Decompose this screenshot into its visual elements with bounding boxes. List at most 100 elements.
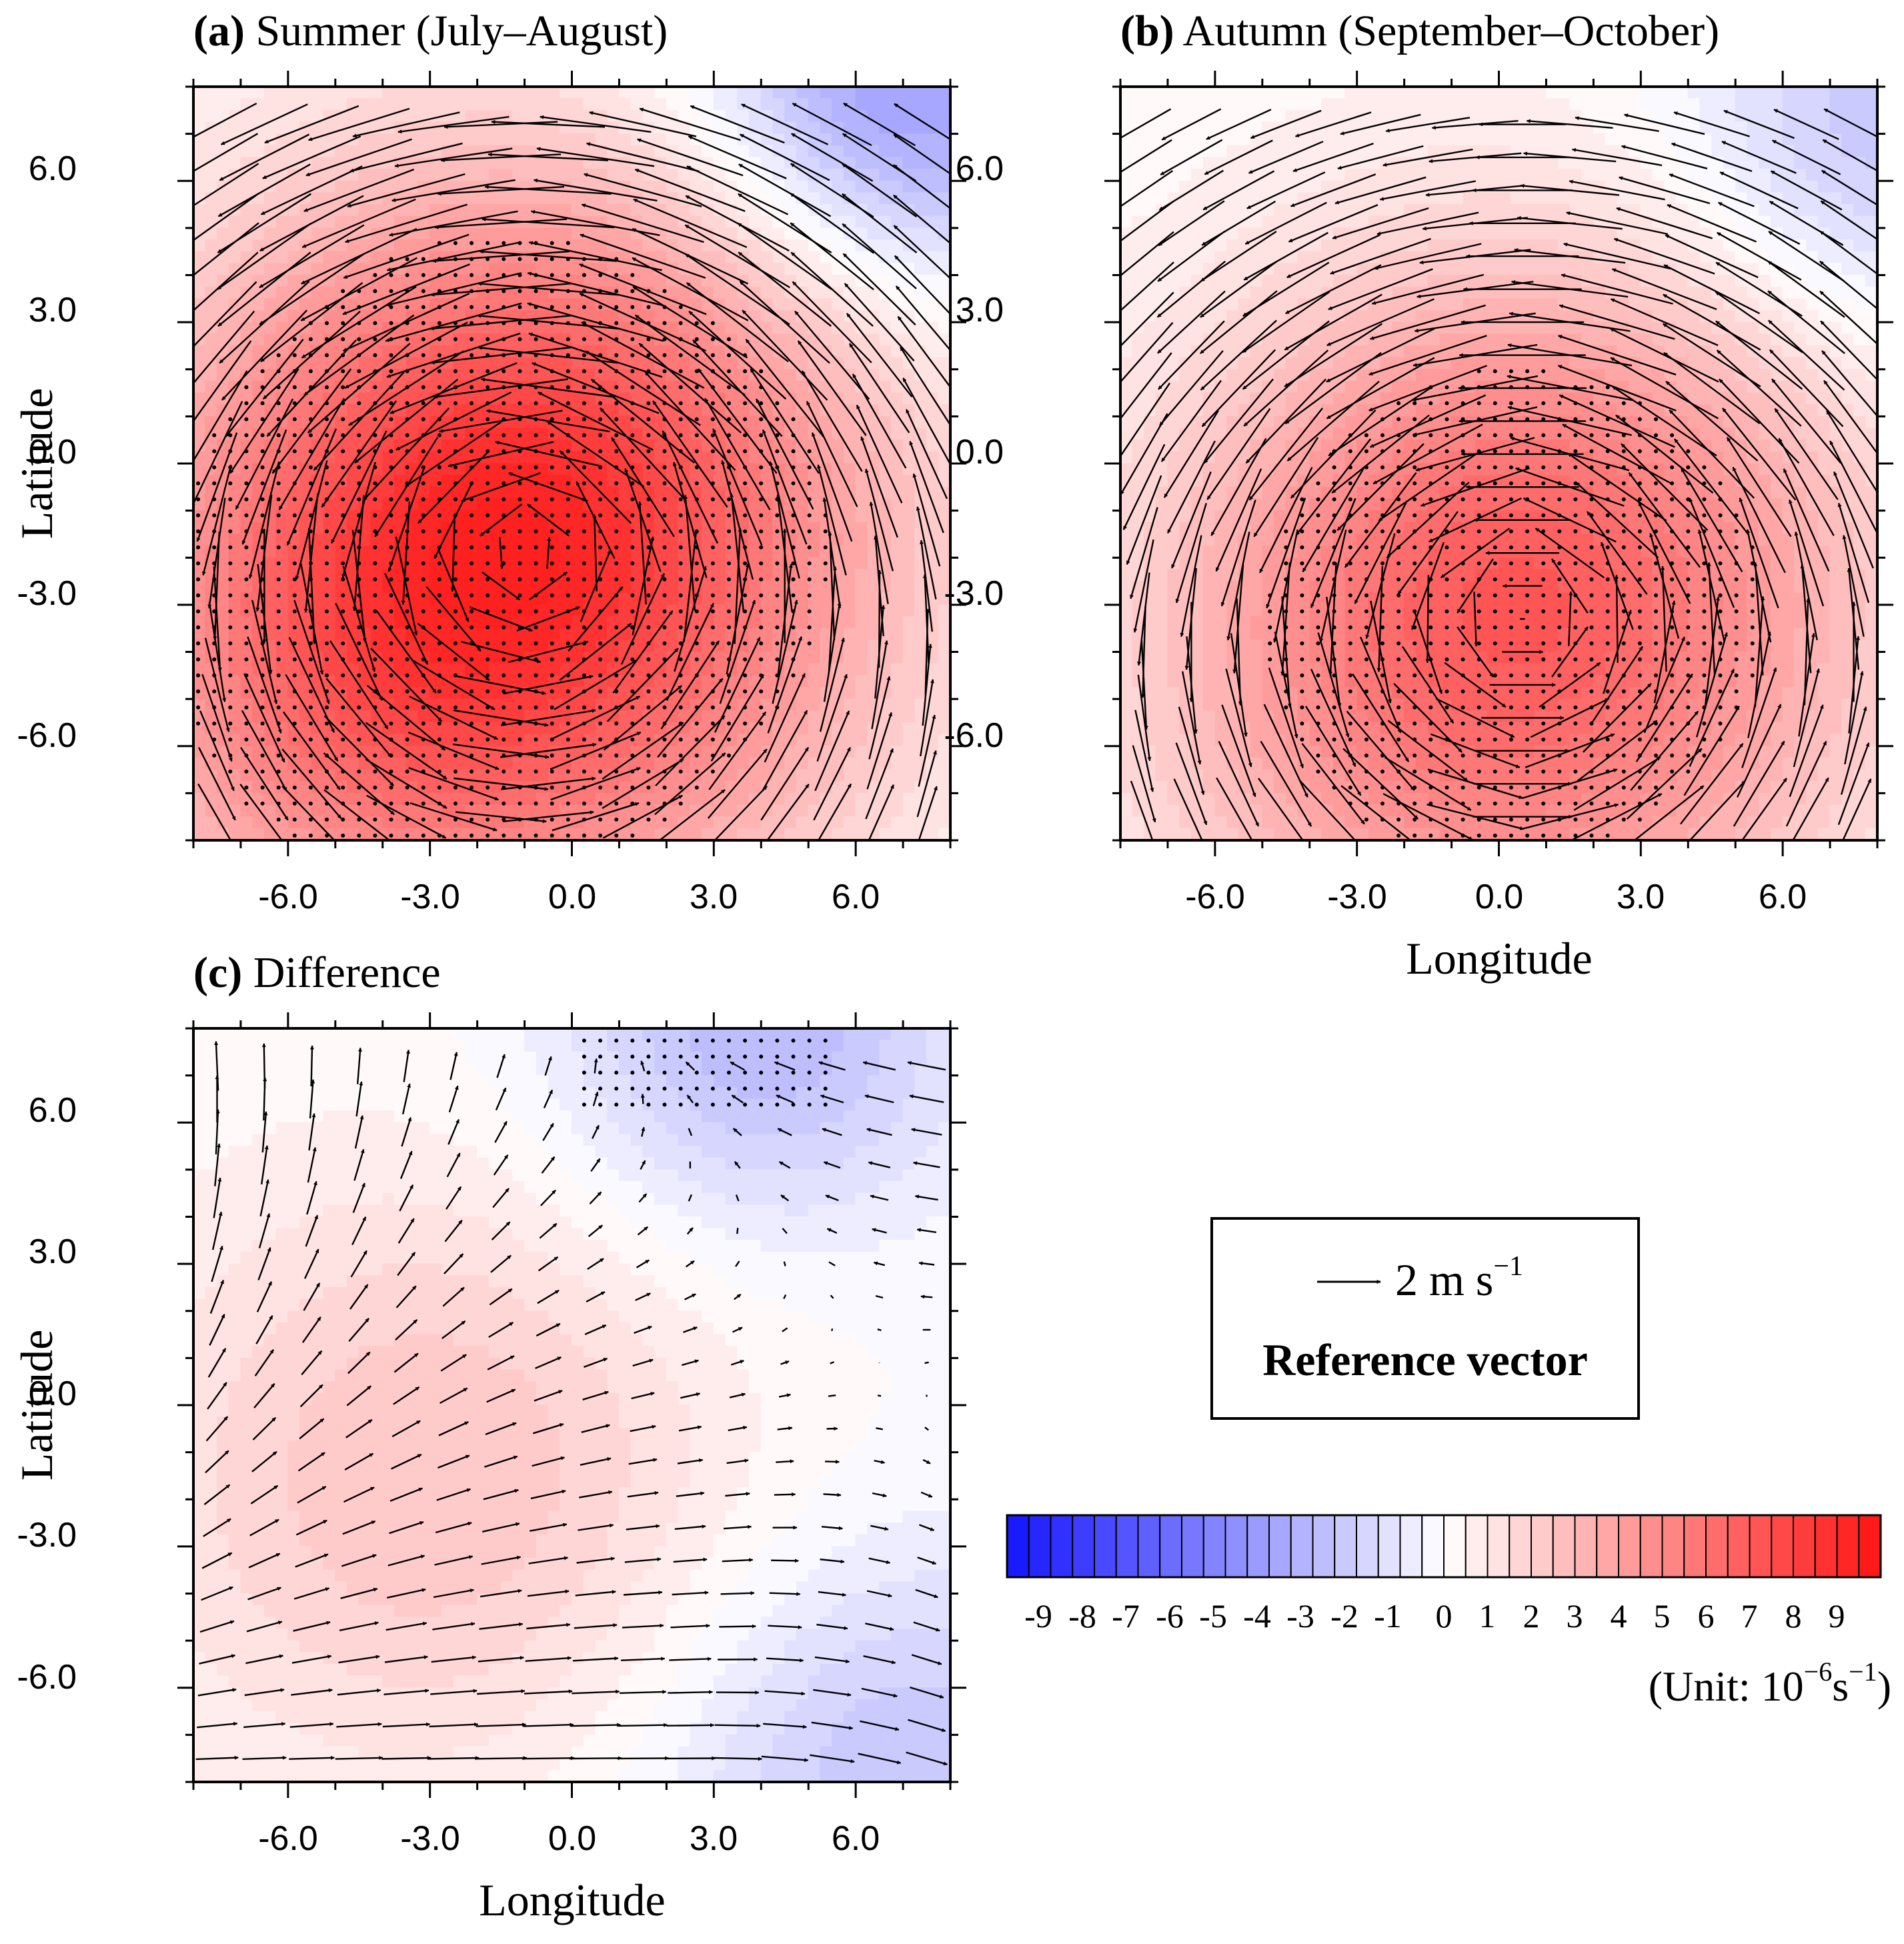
contour-cell xyxy=(702,98,714,111)
contour-cell xyxy=(347,109,359,123)
contour-cell xyxy=(358,734,371,747)
stipple-dot xyxy=(389,545,393,550)
contour-cell xyxy=(867,87,880,99)
contour-cell xyxy=(405,333,419,346)
contour-cell xyxy=(536,369,549,381)
contour-cell xyxy=(347,616,359,629)
contour-cell xyxy=(914,663,928,676)
stipple-dot xyxy=(260,721,265,726)
contour-cell xyxy=(536,427,549,441)
contour-cell xyxy=(548,133,561,146)
contour-cell xyxy=(938,616,950,629)
stipple-dot xyxy=(373,577,377,582)
contour-cell xyxy=(347,628,359,641)
contour-cell xyxy=(358,781,371,794)
stipple-dot xyxy=(486,337,490,341)
contour-cell xyxy=(193,227,206,241)
contour-cell xyxy=(393,415,407,429)
stipple-dot xyxy=(244,593,249,598)
contour-cell xyxy=(205,263,217,275)
contour-cell xyxy=(287,746,301,758)
contour-cell xyxy=(347,663,359,676)
contour-cell xyxy=(275,675,289,688)
stipple-dot xyxy=(550,769,554,774)
contour-cell xyxy=(477,204,490,217)
contour-cell xyxy=(193,192,206,205)
contour-cell xyxy=(358,121,371,135)
contour-cell xyxy=(216,215,229,229)
stipple-dot xyxy=(244,769,249,774)
contour-cell xyxy=(702,534,714,547)
stipple-dot xyxy=(502,529,506,534)
contour-cell xyxy=(287,180,301,193)
contour-cell xyxy=(796,581,809,594)
stipple-dot xyxy=(453,689,457,694)
stipple-dot xyxy=(598,497,603,502)
contour-cell xyxy=(299,557,312,570)
contour-cell xyxy=(405,569,419,582)
stipple-dot xyxy=(614,817,619,822)
contour-cell xyxy=(193,769,206,782)
stipple-dot xyxy=(341,625,345,630)
contour-cell xyxy=(488,157,502,170)
contour-cell xyxy=(370,286,383,299)
contour-cell xyxy=(252,227,265,241)
contour-cell xyxy=(228,710,241,723)
contour-cell xyxy=(216,557,229,570)
contour-cell xyxy=(358,427,371,441)
contour-cell xyxy=(263,263,277,275)
contour-cell xyxy=(914,604,928,618)
stipple-dot xyxy=(212,721,217,726)
contour-cell xyxy=(370,157,383,170)
stipple-dot xyxy=(325,673,329,678)
contour-cell xyxy=(287,215,301,229)
contour-cell xyxy=(287,275,301,287)
stipple-dot xyxy=(614,753,619,758)
contour-cell xyxy=(784,686,797,700)
stipple-dot xyxy=(405,433,409,437)
contour-cell xyxy=(772,298,786,311)
stipple-dot xyxy=(373,673,377,678)
contour-cell xyxy=(488,663,502,676)
contour-cell xyxy=(713,510,726,523)
contour-cell xyxy=(393,392,407,405)
stipple-dot xyxy=(486,833,490,838)
contour-cell xyxy=(263,345,277,358)
contour-cell xyxy=(488,475,502,488)
contour-cell xyxy=(618,581,632,594)
contour-cell xyxy=(855,757,868,770)
contour-cell xyxy=(890,109,904,123)
contour-cell xyxy=(843,604,856,618)
contour-cell xyxy=(607,309,620,323)
stipple-dot xyxy=(437,433,441,437)
stipple-dot xyxy=(405,465,409,469)
stipple-dot xyxy=(405,673,409,678)
stipple-dot xyxy=(550,529,554,534)
contour-cell xyxy=(713,498,726,512)
contour-cell xyxy=(843,816,856,829)
stipple-dot xyxy=(518,561,522,566)
contour-cell xyxy=(311,286,324,299)
contour-cell xyxy=(855,781,868,794)
contour-cell xyxy=(808,675,821,688)
contour-cell xyxy=(926,87,939,99)
contour-cell xyxy=(216,345,229,358)
contour-cell xyxy=(560,87,572,99)
stipple-dot xyxy=(598,657,603,662)
contour-cell xyxy=(441,628,454,641)
stipple-dot xyxy=(405,801,409,806)
contour-cell xyxy=(347,722,359,735)
contour-cell xyxy=(228,275,241,287)
contour-cell xyxy=(560,475,572,488)
stipple-dot xyxy=(341,369,345,373)
stipple-dot xyxy=(357,833,361,838)
contour-cell xyxy=(347,734,359,747)
contour-cell xyxy=(335,239,348,252)
contour-cell xyxy=(914,357,928,370)
stipple-dot xyxy=(502,241,506,245)
contour-cell xyxy=(702,215,714,229)
stipple-dot xyxy=(341,753,345,758)
contour-cell xyxy=(441,439,454,452)
contour-cell xyxy=(311,369,324,381)
stipple-dot xyxy=(421,833,425,838)
